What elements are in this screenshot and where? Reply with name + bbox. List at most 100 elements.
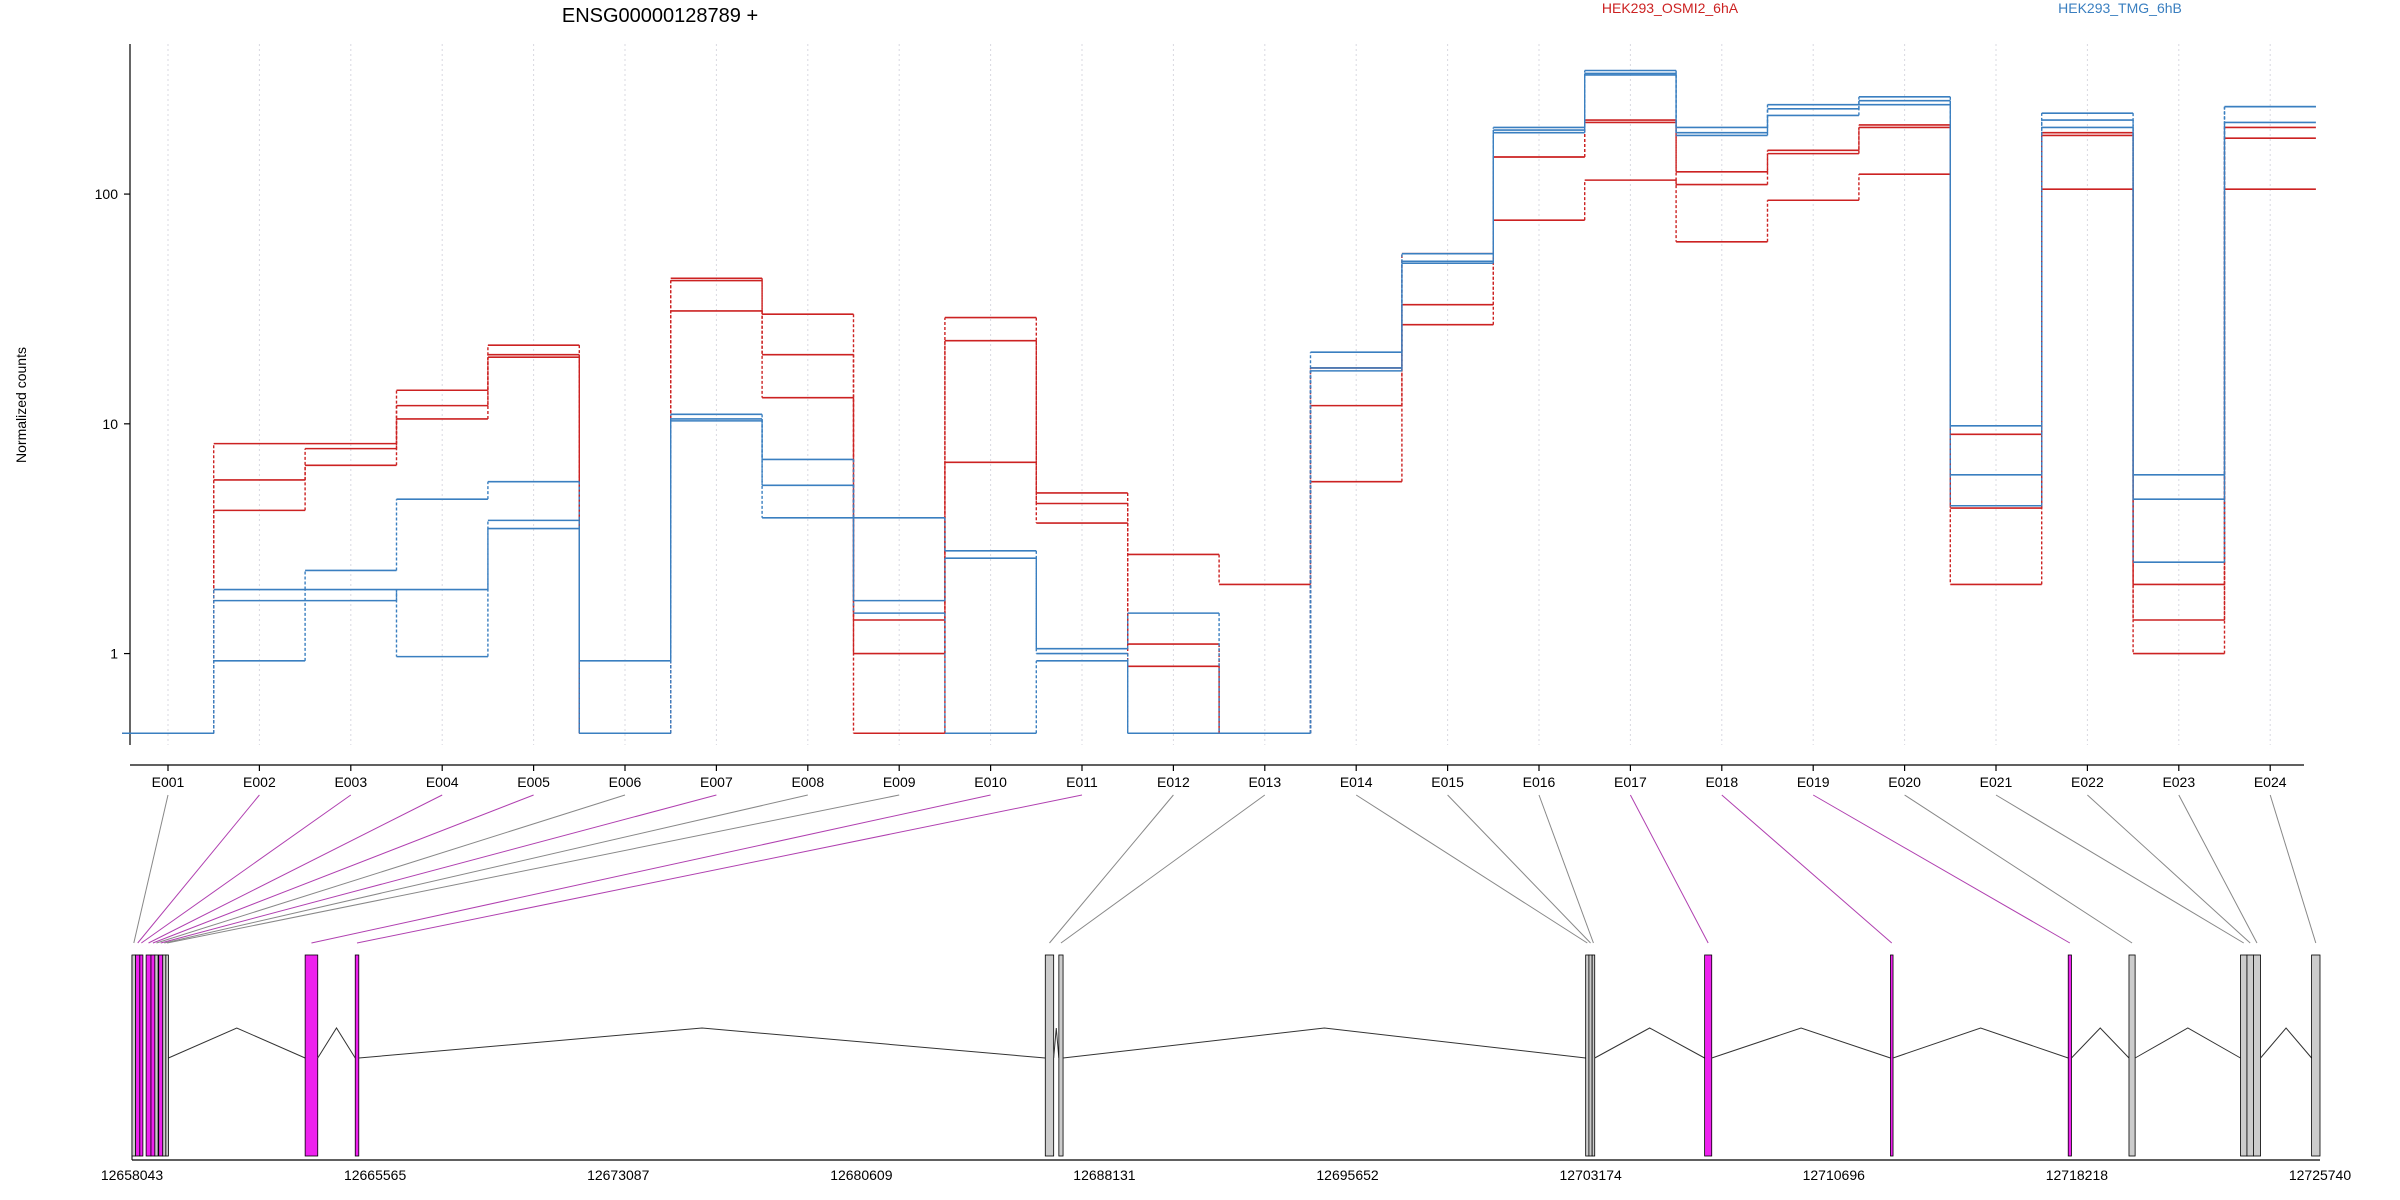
exon-box-e018 — [1890, 954, 1894, 1157]
y-tick-label: 1 — [110, 646, 118, 662]
x-tick-label: E006 — [609, 774, 642, 790]
intron-arc — [358, 1027, 1046, 1059]
exon-box-e011 — [354, 954, 360, 1157]
exon-box-e021 — [2240, 954, 2248, 1157]
intron-arc — [1892, 1027, 2069, 1059]
exon-connector-e012 — [1049, 794, 1174, 944]
exon-connector-e009 — [167, 794, 900, 944]
legend-entry-tmg: HEK293_TMG_6hB — [2058, 0, 2182, 16]
exon-box-e022 — [2246, 954, 2254, 1157]
x-tick-label: E001 — [152, 774, 185, 790]
exon-box-e013 — [1058, 954, 1064, 1157]
exon-box-e004 — [145, 954, 152, 1157]
series-lines — [122, 69, 2316, 735]
exon-connector-e006 — [156, 794, 626, 944]
exon-box-e001 — [131, 954, 137, 1157]
exon-connector-e023 — [2178, 794, 2258, 944]
x-tick-label: E022 — [2071, 774, 2104, 790]
x-tick-label: E009 — [883, 774, 916, 790]
legend-entry-osmi2: HEK293_OSMI2_6hA — [1602, 0, 1739, 16]
x-tick-label: E019 — [1797, 774, 1830, 790]
x-tick-label: E002 — [243, 774, 276, 790]
series-6 — [122, 74, 2316, 735]
x-tick-label: E023 — [2162, 774, 2195, 790]
exon-connector-e002 — [137, 794, 260, 944]
exon-connector-e011 — [356, 794, 1083, 944]
exon-connector-e013 — [1060, 794, 1266, 944]
y-axis-label: Normalized counts — [13, 347, 29, 463]
gene-axis-tick-label: 12710696 — [1803, 1167, 1866, 1183]
exon-connector-e019 — [1812, 794, 2071, 944]
exon-box-e016 — [1591, 954, 1596, 1157]
exon-box-e003 — [139, 954, 144, 1157]
exon-connector-e024 — [2269, 794, 2317, 944]
exon-box-e017 — [1704, 954, 1713, 1157]
series-2 — [122, 121, 2316, 735]
gridlines — [167, 44, 2271, 745]
y-tick-label: 100 — [95, 186, 119, 202]
exon-box-e010 — [304, 954, 319, 1157]
x-tick-label: E008 — [791, 774, 824, 790]
exon-box-e019 — [2067, 954, 2072, 1157]
x-tick-label: E020 — [1888, 774, 1921, 790]
exon-connector-e001 — [133, 794, 169, 944]
gene-axis-tick-label: 12658043 — [101, 1167, 164, 1183]
exon-box-e006 — [154, 954, 159, 1157]
exon-connector-e008 — [164, 794, 808, 944]
chart-title: ENSG00000128789 + — [562, 5, 758, 27]
gene-axis-tick-label: 12695652 — [1316, 1167, 1379, 1183]
exon-box-e007 — [158, 954, 164, 1157]
x-tick-label: E016 — [1523, 774, 1556, 790]
exon-box-e005 — [150, 954, 156, 1157]
exon-connector-e016 — [1538, 794, 1594, 944]
x-tick-label: E015 — [1431, 774, 1464, 790]
x-tick-label: E005 — [517, 774, 550, 790]
x-tick-label: E010 — [974, 774, 1007, 790]
exon-connector-e004 — [148, 794, 443, 944]
intron-arc — [1594, 1027, 1705, 1059]
gene-axis-tick-label: 12673087 — [587, 1167, 650, 1183]
gene-axis-tick-label: 12725740 — [2289, 1167, 2352, 1183]
x-tick-label: E018 — [1705, 774, 1738, 790]
x-tick-label: E007 — [700, 774, 733, 790]
exon-connector-e021 — [1995, 794, 2244, 944]
x-tick-label: E024 — [2254, 774, 2287, 790]
intron-arc — [2071, 1027, 2130, 1059]
gene-axis-tick-label: 12688131 — [1073, 1167, 1136, 1183]
exon-connector-e015 — [1447, 794, 1591, 944]
intron-arc — [2134, 1027, 2241, 1059]
exon-box-e002 — [135, 954, 141, 1157]
intron-arc — [1062, 1027, 1586, 1059]
exon-box-e008 — [162, 954, 167, 1157]
exon-connector-e017 — [1629, 794, 1709, 944]
exon-box-e009 — [165, 954, 169, 1157]
intron-arc — [168, 1027, 306, 1059]
exon-box-e014 — [1585, 954, 1590, 1157]
gene-axis-tick-label: 12680609 — [830, 1167, 893, 1183]
x-tick-label: E004 — [426, 774, 459, 790]
exon-box-e024 — [2311, 954, 2321, 1157]
series-1 — [122, 119, 2316, 735]
exon-connector-e007 — [160, 794, 717, 944]
x-tick-label: E014 — [1340, 774, 1373, 790]
exon-connector-e022 — [2087, 794, 2251, 944]
gene-axis-tick-label: 12718218 — [2046, 1167, 2109, 1183]
x-tick-label: E011 — [1066, 774, 1098, 790]
intron-arc — [317, 1027, 356, 1059]
x-tick-label: E021 — [1980, 774, 2013, 790]
exon-box-e023 — [2253, 954, 2261, 1157]
gene-model: 12658043 12665565 12673087 12680609 12688131… — [101, 954, 2352, 1183]
x-tick-label: E003 — [334, 774, 367, 790]
series-4 — [122, 69, 2316, 735]
gene-axis-tick-label: 12665565 — [344, 1167, 407, 1183]
x-tick-label: E012 — [1157, 774, 1190, 790]
exon-connector-e003 — [141, 794, 352, 944]
exon-box-e015 — [1588, 954, 1593, 1157]
gene-axis-tick-label: 12703174 — [1560, 1167, 1623, 1183]
intron-arc — [1053, 1027, 1060, 1059]
exon-connector-e018 — [1721, 794, 1893, 944]
exon-connectors — [133, 794, 2317, 944]
exon-connector-e020 — [1904, 794, 2133, 944]
intron-arc — [2260, 1027, 2312, 1059]
intron-arc — [1711, 1027, 1891, 1059]
